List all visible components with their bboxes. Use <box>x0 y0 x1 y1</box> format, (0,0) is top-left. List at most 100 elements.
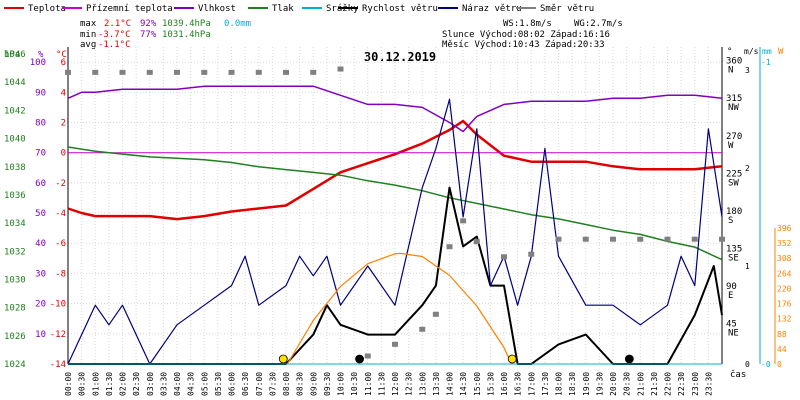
legend-label: Náraz větru <box>462 4 522 14</box>
tick-label-time: 23:30 <box>704 372 713 396</box>
tick-label-mm: -1 <box>761 58 771 67</box>
tick-label-time: 03:00 <box>146 372 155 396</box>
wind-direction-point <box>146 69 153 75</box>
tick-label-temp: -2 <box>55 179 66 189</box>
tick-label-time: 00:00 <box>64 372 73 396</box>
tick-label-temp: 2 <box>61 118 66 128</box>
tick-label-time: 17:30 <box>541 372 550 396</box>
marker-moonrise <box>355 354 364 364</box>
tick-label-time: 01:00 <box>91 372 100 396</box>
tick-label-time: 18:00 <box>555 372 564 396</box>
tick-label-hpa: 1038 <box>4 163 26 173</box>
unit-degc: °C <box>56 50 67 60</box>
wind-direction-point <box>310 69 317 75</box>
tick-label-dir-compass: NE <box>728 328 739 338</box>
tick-label-temp: -8 <box>55 269 66 279</box>
tick-label-ms: 0 <box>745 360 750 369</box>
tick-label-pct: 50 <box>35 209 46 219</box>
series-layer <box>65 66 725 365</box>
tick-label-pct: 100 <box>30 58 46 68</box>
tick-label-hpa: 1034 <box>4 219 26 229</box>
stat-max-label: max <box>80 19 97 29</box>
wind-direction-point <box>392 341 398 347</box>
tick-label-time: 19:00 <box>582 372 591 396</box>
axis-label-time: čas <box>730 369 746 380</box>
series-slunce <box>286 252 512 365</box>
tick-label-dir: 225 <box>726 169 742 179</box>
stat-avg-label: avg <box>80 40 96 50</box>
tick-label-time: 05:00 <box>200 372 209 396</box>
tick-label-dir: 45 <box>726 319 737 329</box>
stats-panel: max 2.1°C 92% 1039.4hPa 0.0mm min -3.7°C 77% 103… <box>80 19 623 50</box>
legend-label: Rychlost větru <box>362 4 438 14</box>
wind-direction-point <box>610 236 616 242</box>
stat-max-press: 1039.4hPa <box>162 19 211 29</box>
series-teplota <box>67 119 723 221</box>
tick-label-time: 10:30 <box>350 372 359 396</box>
wind-direction-point <box>92 69 99 75</box>
tick-label-w: 176 <box>777 300 792 309</box>
tick-label-time: 23:00 <box>691 372 700 396</box>
tick-label-temp: 6 <box>61 58 66 68</box>
tick-label-temp: 0 <box>61 149 66 159</box>
tick-label-temp: -12 <box>50 330 66 340</box>
tick-label-dir: 135 <box>726 244 742 254</box>
tick-label-hpa: 1028 <box>4 304 26 314</box>
tick-label-dir: 315 <box>726 94 742 104</box>
marker-moonset <box>624 354 634 364</box>
tick-label-pct: 30 <box>35 269 46 279</box>
series-naraz-vetru <box>67 98 723 365</box>
tick-label-pct: 90 <box>35 88 46 98</box>
wind-direction-point <box>637 236 644 242</box>
wind-direction-point <box>473 239 480 245</box>
tick-label-dir: 360 <box>726 57 742 67</box>
tick-label-ms: 3 <box>745 66 750 75</box>
tick-label-pct: 40 <box>35 239 46 249</box>
tick-label-time: 11:00 <box>364 372 373 396</box>
wind-direction-point <box>119 69 126 75</box>
tick-label-temp: -4 <box>55 209 66 219</box>
stat-moon: Měsíc Východ:10:43 Západ:20:33 <box>442 40 605 50</box>
tick-label-hpa: 1026 <box>4 332 26 342</box>
tick-label-temp: 4 <box>61 88 66 98</box>
legend-label: Směr větru <box>540 4 594 14</box>
tick-label-dir-compass: SW <box>728 178 739 188</box>
tick-label-time: 01:30 <box>105 372 114 396</box>
tick-label-time: 15:00 <box>473 372 482 396</box>
stat-min-temp: -3.7°C <box>98 30 131 40</box>
wind-direction-point <box>691 236 698 242</box>
tick-label-time: 09:00 <box>309 372 318 396</box>
tick-label-time: 21:00 <box>636 372 645 396</box>
tick-label-time: 11:30 <box>377 372 386 396</box>
tick-label-time: 07:30 <box>268 372 277 396</box>
wind-direction-point <box>719 236 725 242</box>
marker-sunrise <box>278 354 288 364</box>
wind-direction-point <box>255 69 262 75</box>
tick-label-dir-compass: E <box>728 291 733 301</box>
tick-label-dir: 180 <box>726 207 742 217</box>
stat-sun: Slunce Východ:08:02 Západ:16:16 <box>442 30 610 40</box>
tick-label-time: 16:00 <box>500 372 509 396</box>
tick-label-time: 10:00 <box>337 372 346 396</box>
tick-label-time: 20:00 <box>609 372 618 396</box>
wind-direction-point <box>419 326 426 332</box>
tick-label-time: 18:30 <box>568 372 577 396</box>
legend-label: Tlak <box>272 4 294 14</box>
tick-label-time: 13:00 <box>418 372 427 396</box>
legend-label: Přízemní teplota <box>86 4 173 14</box>
tick-label-time: 22:00 <box>664 372 673 396</box>
unit-pct: % <box>38 50 44 60</box>
tick-label-pct: 80 <box>35 118 46 128</box>
tick-label-w: 132 <box>777 315 792 324</box>
tick-label-time: 08:30 <box>296 372 305 396</box>
tick-label-time: 20:30 <box>623 372 632 396</box>
tick-label-hpa: 1042 <box>4 106 26 116</box>
tick-label-w: 396 <box>777 224 792 233</box>
tick-label-time: 06:00 <box>228 372 237 396</box>
tick-label-w: 352 <box>777 239 792 248</box>
unit-w: W <box>778 47 784 57</box>
tick-label-time: 16:30 <box>514 372 523 396</box>
tick-label-time: 02:30 <box>132 372 141 396</box>
stat-max-temp: 2.1°C <box>104 19 131 29</box>
